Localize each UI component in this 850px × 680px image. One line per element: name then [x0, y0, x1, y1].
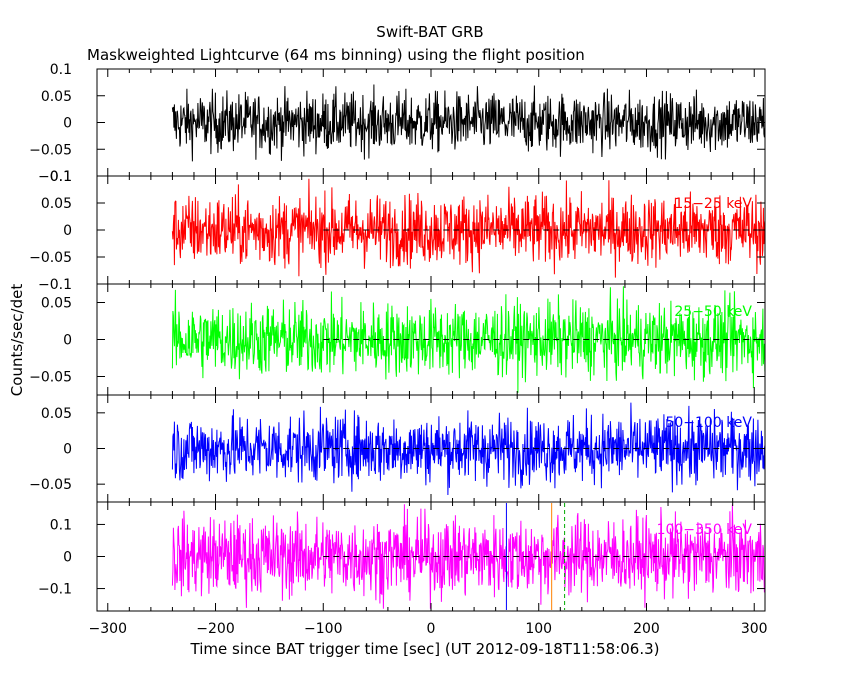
y-tick-label: 0.05 [41, 89, 72, 105]
panel-frame [96, 501, 766, 612]
band-label: 50−100 keV [665, 415, 752, 431]
y-tick-label: −0.05 [29, 477, 72, 493]
y-tick-label: −0.05 [29, 250, 72, 266]
y-tick-label: 0 [63, 333, 72, 349]
series-line [171, 84, 766, 162]
y-tick-label: 0.05 [41, 406, 72, 422]
band-label: 15−25 keV [674, 196, 752, 212]
x-tick-label: 100 [525, 621, 552, 637]
panel-2: 15−25 keV −0.1 −0.05 0 0.05 0.1 [29, 169, 766, 293]
series-line [171, 504, 766, 609]
x-tick-label: 0 [427, 621, 436, 637]
x-axis: −300 −200 −100 0 100 200 300 [89, 621, 768, 637]
y-tick-label: −0.05 [29, 370, 72, 386]
x-tick-label: 300 [741, 621, 768, 637]
panel-3: 25−50 keV −0.05 0 0.05 [29, 283, 766, 396]
y-tick-label: 0.1 [50, 62, 72, 78]
y-tick-label: 0.1 [50, 517, 72, 533]
x-tick-label: 200 [633, 621, 660, 637]
x-tick-label: −200 [196, 621, 234, 637]
y-tick-label: 0.05 [41, 196, 72, 212]
y-tick-label: −0.1 [38, 582, 72, 598]
x-tick-label: −100 [304, 621, 342, 637]
x-axis-label: Time since BAT trigger time [sec] (UT 20… [190, 640, 660, 658]
y-tick-label: 0 [63, 550, 72, 566]
panels-group: −0.1 −0.05 0 0.05 0.1 15−25 keV −0.1 −0.05 0 0.05… [29, 62, 766, 612]
y-tick-label: 0.05 [41, 296, 72, 312]
series-line [171, 178, 766, 278]
panel-1: −0.1 −0.05 0 0.05 0.1 [29, 62, 766, 185]
y-tick-label: −0.1 [38, 169, 72, 185]
y-tick-label: −0.05 [29, 142, 72, 158]
series-line [171, 286, 766, 393]
y-tick-label: 0 [63, 116, 72, 132]
panel-4: 50−100 keV −0.05 0 0.05 [29, 394, 766, 503]
series-line [171, 402, 766, 496]
chart-subtitle: Maskweighted Lightcurve (64 ms binning) … [87, 46, 585, 64]
y-tick-label: −0.1 [38, 277, 72, 293]
panel-5: 100−350 keV −0.1 0 0.1 [38, 501, 766, 612]
x-tick-label: −300 [89, 621, 127, 637]
band-label: 25−50 keV [674, 304, 752, 320]
chart-title: Swift-BAT GRB [376, 23, 483, 41]
y-tick-label: 0.1 [50, 169, 72, 185]
band-label: 100−350 keV [657, 522, 753, 538]
y-tick-label: 0 [63, 442, 72, 458]
y-tick-label: 0 [63, 223, 72, 239]
y-axis-label: Counts/sec/det [8, 284, 26, 397]
